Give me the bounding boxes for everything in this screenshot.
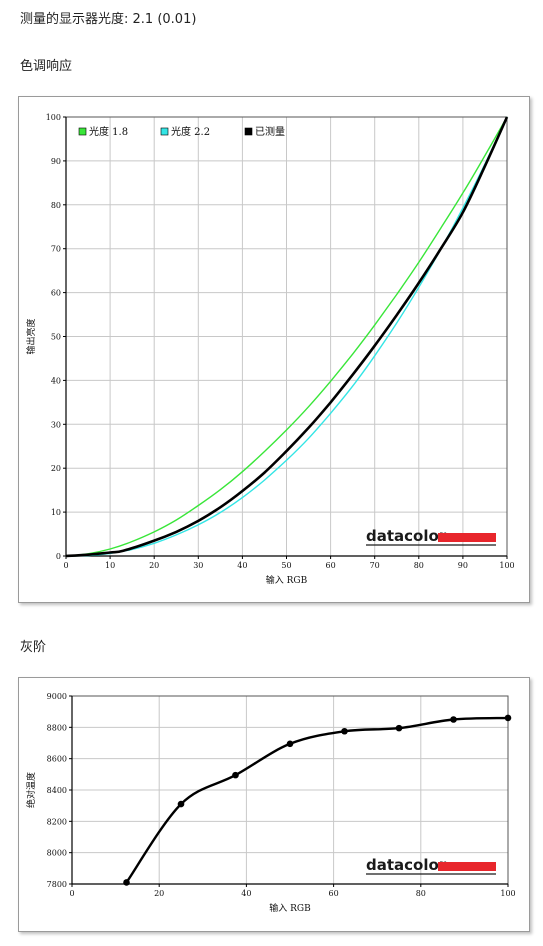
y-tick-label: 8800 <box>47 723 67 732</box>
tone-response-chart: 0 10 20 30 40 50 60 70 80 90 100 0 10 20 30 40 50 60 70 80 9… <box>25 113 515 586</box>
legend-label-1: 光度 2.2 <box>171 125 210 138</box>
y-tick-label: 7800 <box>47 880 67 889</box>
y-tick-label: 9000 <box>47 692 67 701</box>
data-point <box>123 879 130 886</box>
datacolor-logo-bar <box>438 862 496 871</box>
datacolor-logo: datacolor <box>366 527 496 546</box>
series-line-2 <box>65 116 509 558</box>
y-tick-label: 50 <box>51 333 61 342</box>
x-tick-label: 30 <box>193 561 203 570</box>
y-tick-label: 90 <box>51 157 61 166</box>
legend-label-0: 光度 1.8 <box>89 125 128 138</box>
datacolor-logo-text: datacolor <box>366 856 447 874</box>
y-tick-label: 40 <box>51 376 61 385</box>
x-tick-label: 70 <box>370 561 380 570</box>
y-tick-label: 8200 <box>47 817 67 826</box>
y-tick-label: 100 <box>46 113 61 122</box>
series-line-0 <box>125 716 509 884</box>
legend-label-2: 已测量 <box>255 125 285 138</box>
x-tick-label: 10 <box>105 561 115 570</box>
y-axis-title: 绝对温度 <box>25 772 37 808</box>
x-tick-label: 20 <box>149 561 159 570</box>
legend-swatch-2 <box>244 127 253 136</box>
x-axis-title: 输入 RGB <box>266 574 308 586</box>
y-tick-label: 8600 <box>47 755 67 764</box>
datacolor-logo-bar <box>438 533 496 542</box>
x-tick-label: 90 <box>458 561 468 570</box>
y-tick-label: 20 <box>51 464 61 473</box>
y-tick-label: 0 <box>56 552 61 561</box>
x-tick-label: 40 <box>241 889 251 898</box>
y-tick-label: 70 <box>51 245 61 254</box>
legend-swatch-0 <box>78 127 87 136</box>
x-axis-title: 输入 RGB <box>269 902 311 914</box>
tone-response-chart-frame: 0 10 20 30 40 50 60 70 80 90 100 0 10 20 30 40 50 60 70 80 9… <box>18 96 530 603</box>
y-tick-label: 80 <box>51 201 61 210</box>
data-point <box>341 727 348 735</box>
x-tick-label: 40 <box>237 561 247 570</box>
y-axis-title: 输出亮度 <box>25 318 37 354</box>
x-tick-label: 80 <box>414 561 424 570</box>
x-tick-label: 80 <box>416 889 426 898</box>
x-tick-label: 100 <box>500 889 515 898</box>
data-point <box>286 740 294 748</box>
datacolor-logo: datacolor <box>366 856 496 875</box>
datacolor-logo-text: datacolor <box>366 527 447 545</box>
grayscale-chart-frame: 0 20 40 60 80 100 7800 8000 8200 8400 8600 8800 9000… <box>18 677 530 932</box>
x-tick-label: 60 <box>329 889 339 898</box>
y-tick-label: 8000 <box>47 849 67 858</box>
data-point <box>504 714 512 722</box>
legend-swatch-1 <box>160 127 169 136</box>
x-tick-label: 0 <box>63 561 68 570</box>
data-point <box>177 800 185 808</box>
grayscale-chart: 0 20 40 60 80 100 7800 8000 8200 8400 8600 8800 9000… <box>25 692 516 914</box>
data-point <box>450 716 457 723</box>
y-tick-label: 60 <box>51 289 61 298</box>
y-tick-label: 8400 <box>47 786 67 795</box>
x-tick-label: 50 <box>281 561 291 570</box>
grayscale-title: 灰阶 <box>20 640 47 655</box>
gamma-label: 测量的显示器光度: 2.1 (0.01) <box>20 12 197 27</box>
data-point <box>395 724 403 732</box>
series-line-0 <box>65 116 508 557</box>
x-tick-label: 20 <box>154 889 164 898</box>
data-point <box>232 771 239 779</box>
y-tick-label: 10 <box>51 508 61 517</box>
tone-response-title: 色调响应 <box>20 59 73 74</box>
y-tick-label: 30 <box>51 420 61 429</box>
x-tick-label: 0 <box>69 889 74 898</box>
x-tick-label: 60 <box>326 561 336 570</box>
x-tick-label: 100 <box>499 561 514 570</box>
